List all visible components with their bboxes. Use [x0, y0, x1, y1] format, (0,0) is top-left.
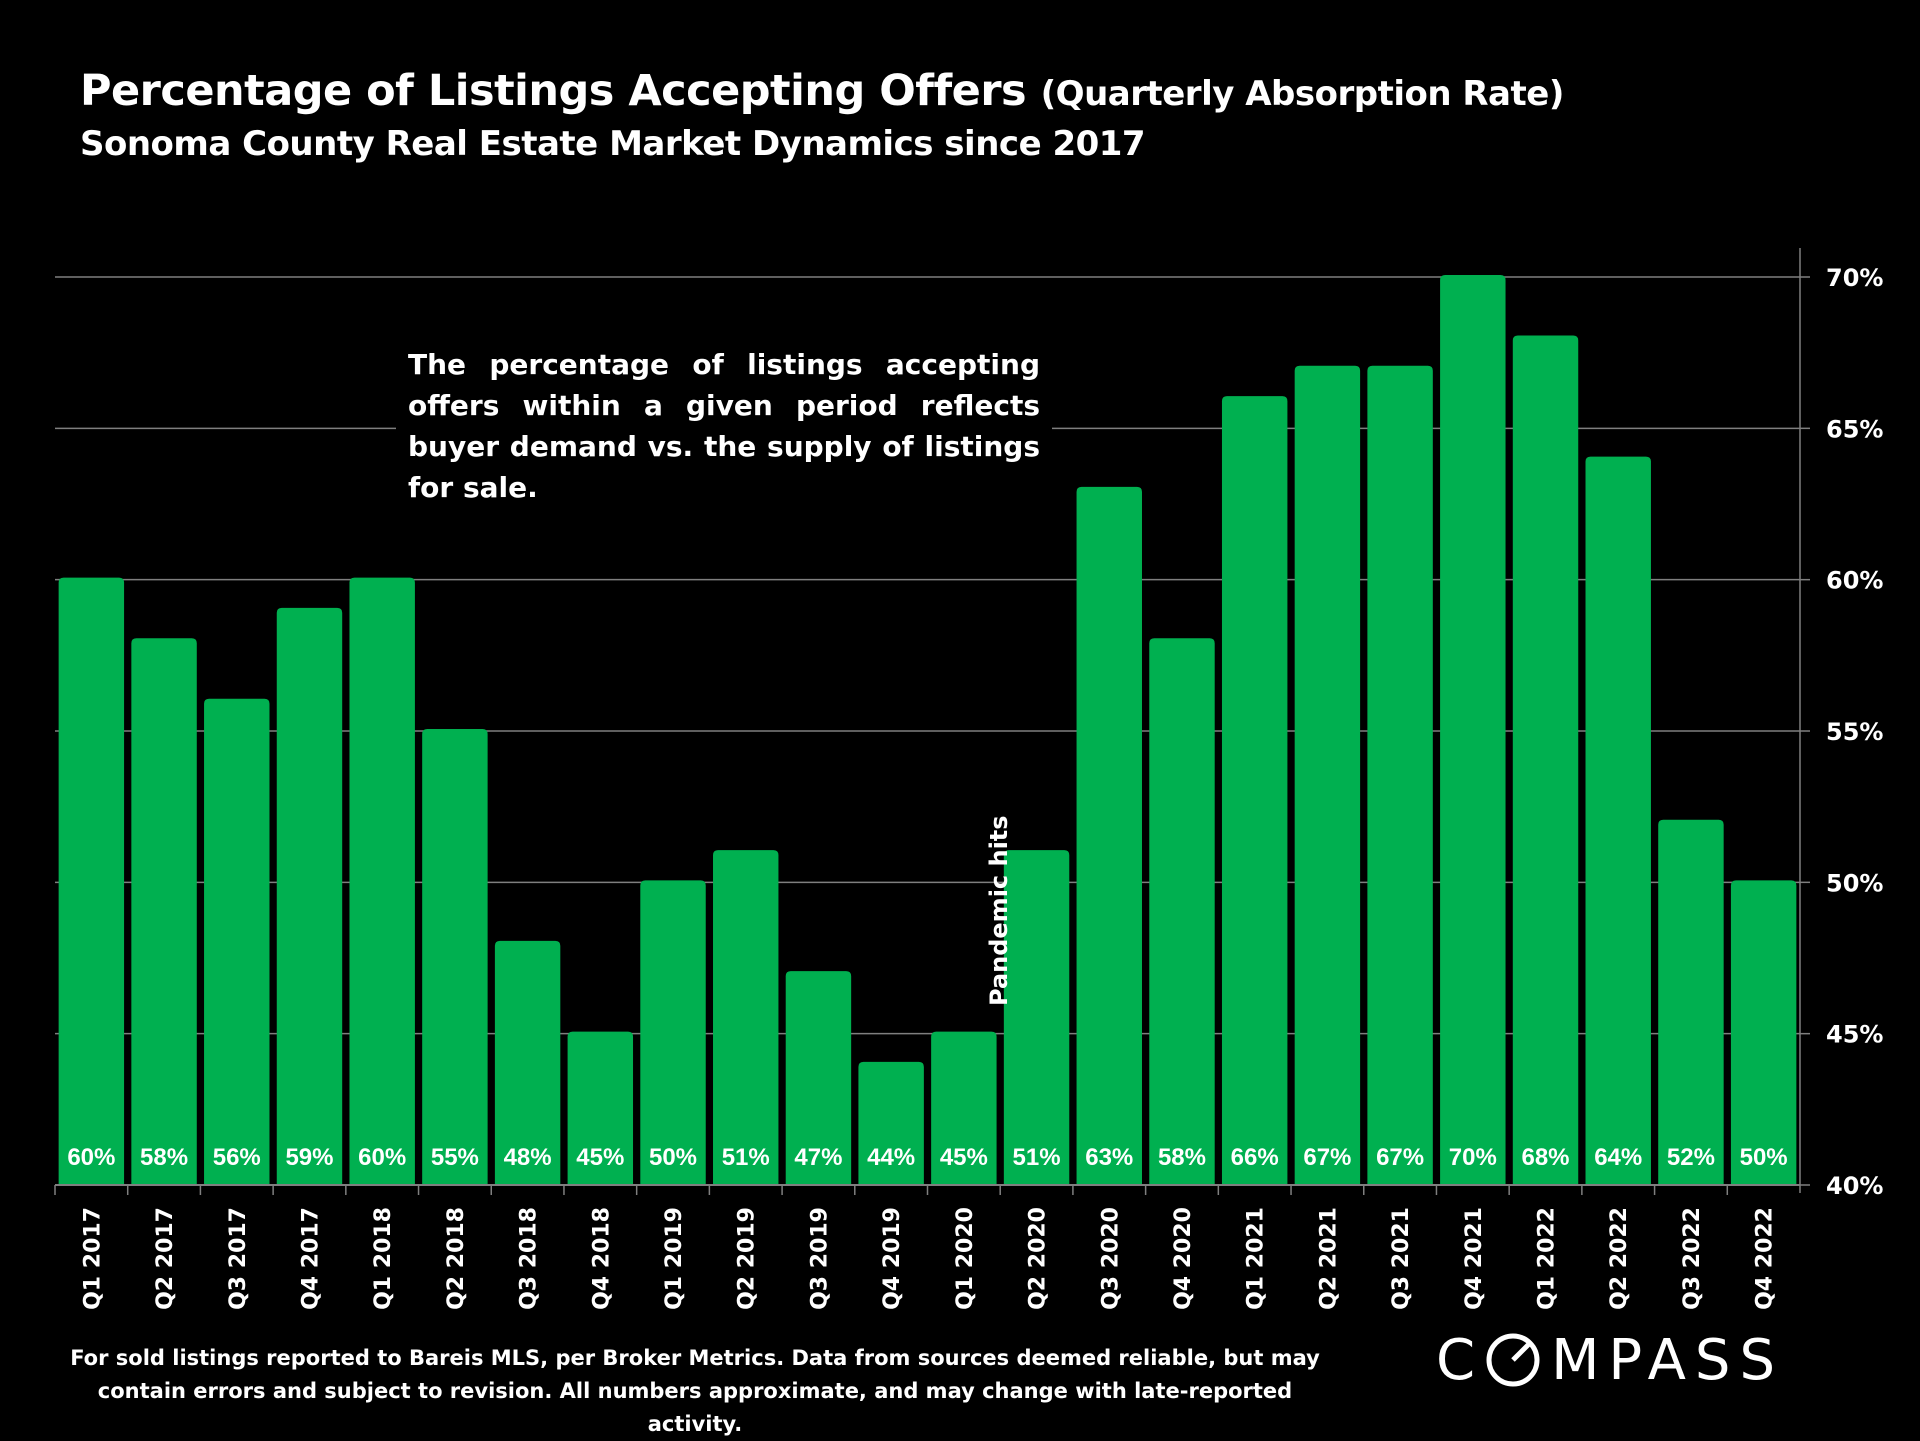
x-tick-label: Q3 2022: [1680, 1207, 1705, 1310]
bar: [858, 1061, 924, 1185]
x-tick-label: Q4 2022: [1753, 1207, 1778, 1310]
data-label: 64%: [1594, 1144, 1642, 1171]
data-label: 52%: [1667, 1144, 1715, 1171]
x-tick-label: Q1 2018: [371, 1207, 396, 1310]
y-tick-label: 60%: [1826, 567, 1883, 595]
footer-note: For sold listings reported to Bareis MLS…: [60, 1342, 1330, 1441]
x-tick-label: Q3 2018: [517, 1207, 542, 1310]
x-tick-label: Q4 2018: [589, 1207, 614, 1310]
data-label: 60%: [67, 1144, 115, 1171]
data-label: 67%: [1303, 1144, 1351, 1171]
x-tick-label: Q1 2020: [953, 1207, 978, 1310]
bar: [1585, 456, 1651, 1186]
bar: [1294, 365, 1361, 1185]
y-tick-label: 65%: [1826, 415, 1883, 443]
data-label: 56%: [213, 1144, 261, 1171]
data-label: 48%: [504, 1144, 552, 1171]
data-label: 58%: [140, 1144, 188, 1171]
data-label: 50%: [1740, 1144, 1788, 1171]
x-tick-label: Q3 2019: [807, 1207, 832, 1310]
data-label: 55%: [431, 1144, 479, 1171]
bar: [1003, 850, 1070, 1185]
bar: [204, 698, 270, 1185]
footer-line-1: For sold listings reported to Bareis MLS…: [70, 1346, 1320, 1370]
bar: [1440, 275, 1506, 1185]
annotation-pandemic: Pandemic hits: [985, 815, 1013, 1006]
x-tick-label: Q4 2021: [1462, 1207, 1487, 1310]
data-label: 60%: [358, 1144, 406, 1171]
logo-text: C: [1436, 1327, 1485, 1393]
data-label: 45%: [576, 1144, 624, 1171]
bar: [131, 638, 197, 1185]
x-tick-label: Q3 2020: [1098, 1207, 1123, 1310]
data-label: 59%: [285, 1144, 333, 1171]
bar: [58, 577, 125, 1185]
x-tick-label: Q2 2021: [1316, 1207, 1341, 1310]
y-tick-label: 70%: [1826, 264, 1883, 292]
logo-text-rest: MPASS: [1551, 1327, 1785, 1393]
bar: [931, 1031, 997, 1185]
x-tick-label: Q4 2019: [880, 1207, 905, 1310]
x-tick-label: Q2 2018: [444, 1207, 469, 1310]
x-tick-label: Q2 2022: [1607, 1207, 1632, 1310]
data-label: 63%: [1085, 1144, 1133, 1171]
data-label: 45%: [940, 1144, 988, 1171]
data-label: 70%: [1449, 1144, 1497, 1171]
bar: [1512, 335, 1579, 1185]
compass-o-icon: [1486, 1333, 1540, 1387]
x-tick-label: Q1 2021: [1244, 1207, 1269, 1310]
x-tick-label: Q2 2020: [1026, 1207, 1051, 1310]
data-label: 68%: [1521, 1144, 1569, 1171]
y-tick-label: 55%: [1826, 718, 1883, 746]
bar: [1367, 365, 1433, 1185]
footer-line-2: contain errors and subject to revision. …: [97, 1379, 1293, 1436]
bar: [640, 880, 706, 1185]
x-tick-label: Q1 2019: [662, 1207, 687, 1310]
bar: [422, 729, 488, 1185]
y-tick-label: 50%: [1826, 869, 1883, 897]
bar: [1221, 396, 1288, 1186]
data-label: 44%: [867, 1144, 915, 1171]
x-tick-label: Q2 2017: [153, 1207, 178, 1310]
compass-logo: C MPASS: [1436, 1327, 1785, 1393]
chart-title: Percentage of Listings Accepting Offers …: [80, 66, 1564, 116]
annotation-note: The percentage of listings accepting off…: [396, 344, 1052, 508]
data-label: 51%: [722, 1144, 770, 1171]
chart-subtitle: Sonoma County Real Estate Market Dynamic…: [80, 124, 1146, 164]
bar: [349, 577, 415, 1185]
x-tick-label: Q1 2017: [80, 1207, 105, 1310]
y-tick-label: 40%: [1826, 1172, 1883, 1200]
x-tick-label: Q4 2020: [1171, 1207, 1196, 1310]
bar: [567, 1031, 634, 1185]
data-label: 51%: [1013, 1144, 1061, 1171]
x-tick-label: Q2 2019: [735, 1207, 760, 1310]
bar: [1076, 486, 1142, 1185]
bar: [494, 940, 561, 1185]
bar: [1149, 638, 1215, 1185]
data-label: 47%: [794, 1144, 842, 1171]
y-tick-label: 45%: [1826, 1021, 1883, 1049]
data-label: 58%: [1158, 1144, 1206, 1171]
bar: [1658, 819, 1724, 1185]
x-tick-label: Q3 2021: [1389, 1207, 1414, 1310]
x-tick-label: Q1 2022: [1535, 1207, 1560, 1310]
x-tick-label: Q4 2017: [298, 1207, 323, 1310]
bar: [785, 971, 852, 1185]
bar: [713, 850, 779, 1185]
bar: [1730, 880, 1797, 1185]
bar: [276, 607, 343, 1185]
data-label: 66%: [1231, 1144, 1279, 1171]
data-label: 67%: [1376, 1144, 1424, 1171]
title-main: Percentage of Listings Accepting Offers: [80, 66, 1027, 116]
x-tick-label: Q3 2017: [226, 1207, 251, 1310]
data-label: 50%: [649, 1144, 697, 1171]
title-suffix: (Quarterly Absorption Rate): [1040, 74, 1565, 114]
